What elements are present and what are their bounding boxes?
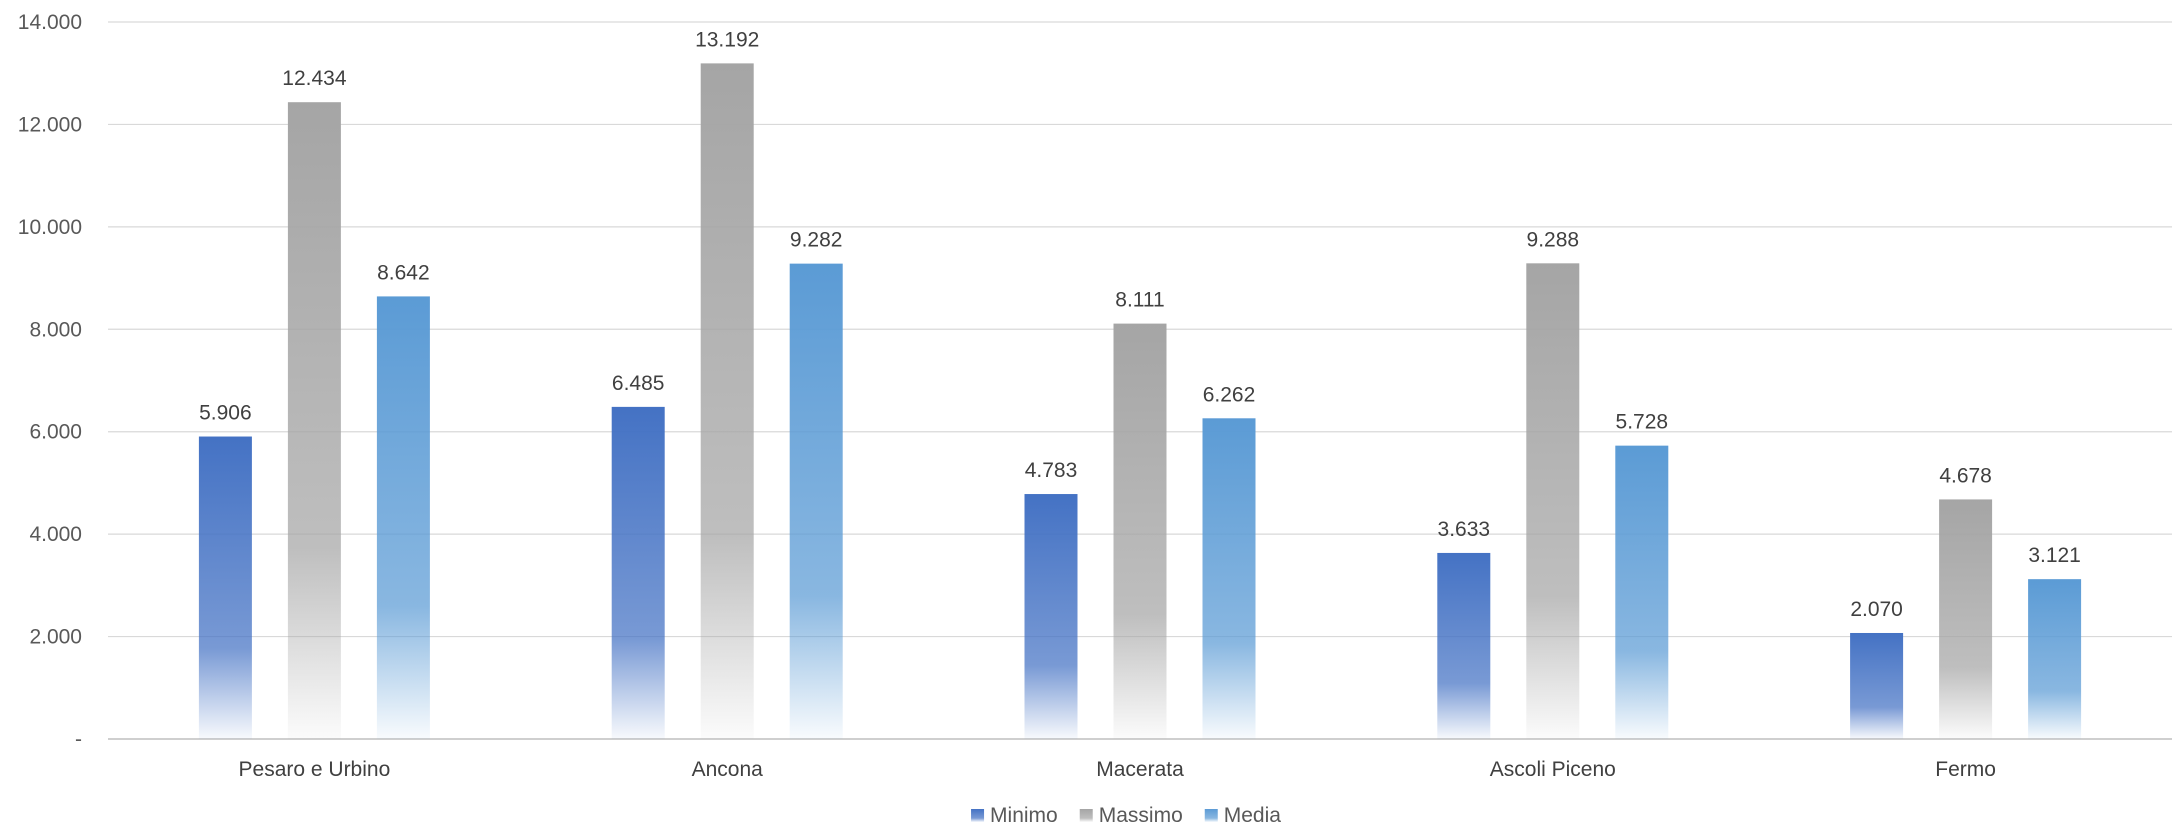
bar-massimo (1939, 499, 1993, 739)
x-category-label: Macerata (1096, 758, 1184, 781)
data-label: 5.906 (199, 402, 252, 425)
bar-media (789, 263, 843, 739)
x-category-label: Ancona (692, 758, 764, 781)
legend-item-massimo: Massimo (1079, 804, 1183, 827)
x-category-label: Ascoli Piceno (1490, 758, 1616, 781)
data-label: 4.678 (1939, 464, 1992, 487)
legend-item-media: Media (1204, 804, 1282, 827)
data-label: 9.282 (790, 229, 843, 252)
bar-media (376, 296, 430, 739)
y-tick-label: 2.000 (29, 626, 82, 649)
x-category-label: Fermo (1935, 758, 1996, 781)
legend-swatch (1204, 809, 1218, 822)
y-tick-label: 10.000 (18, 216, 82, 239)
data-label: 4.783 (1025, 459, 1078, 482)
data-label: 13.192 (695, 28, 759, 51)
data-label: 12.434 (282, 67, 347, 90)
y-axis-ticks: - 2.000 4.000 6.000 8.000 10.000 12.000 14.000 (18, 11, 82, 751)
legend-label: Minimo (990, 804, 1058, 827)
data-label: 6.262 (1203, 383, 1256, 406)
bar-media (1615, 445, 1669, 739)
legend-item-minimo: Minimo (971, 804, 1058, 827)
legend: Minimo Massimo Media (971, 804, 1281, 827)
data-label: 2.070 (1850, 598, 1903, 621)
data-label: 5.728 (1616, 411, 1669, 434)
data-label: 9.288 (1527, 228, 1580, 251)
bar-massimo (287, 102, 341, 740)
bar-minimo (198, 436, 252, 739)
bar-minimo (1437, 552, 1491, 739)
data-label: 8.111 (1115, 289, 1164, 312)
bar-media (2028, 579, 2082, 739)
data-label: 3.121 (2028, 544, 2081, 567)
x-category-label: Pesaro e Urbino (239, 758, 391, 781)
bar-minimo (611, 406, 665, 739)
y-tick-label: 14.000 (18, 11, 82, 34)
legend-label: Media (1224, 804, 1282, 827)
y-tick-label: 4.000 (29, 523, 82, 546)
bar-massimo (1113, 323, 1167, 739)
y-tick-label: 12.000 (18, 113, 82, 136)
data-label: 8.642 (377, 261, 430, 284)
legend-swatch (1079, 809, 1093, 822)
data-labels: 5.906 12.434 8.642 6.485 13.192 9.282 4.783 8.1… (199, 28, 2081, 621)
bar-minimo (1850, 632, 1904, 739)
bar-media (1202, 418, 1256, 739)
y-tick-label: 8.000 (29, 318, 82, 341)
y-tick-label: 6.000 (29, 421, 82, 444)
legend-swatch (971, 809, 985, 822)
bar-massimo (1526, 263, 1580, 739)
x-axis-categories: Pesaro e Urbino Ancona Macerata Ascoli Pice… (239, 758, 1996, 781)
bar-minimo (1024, 494, 1078, 739)
data-label: 3.633 (1438, 518, 1491, 541)
bar-massimo (700, 63, 754, 739)
bars (198, 63, 2082, 740)
legend-label: Massimo (1099, 804, 1183, 827)
data-label: 6.485 (612, 372, 665, 395)
y-tick-label: - (75, 728, 82, 751)
